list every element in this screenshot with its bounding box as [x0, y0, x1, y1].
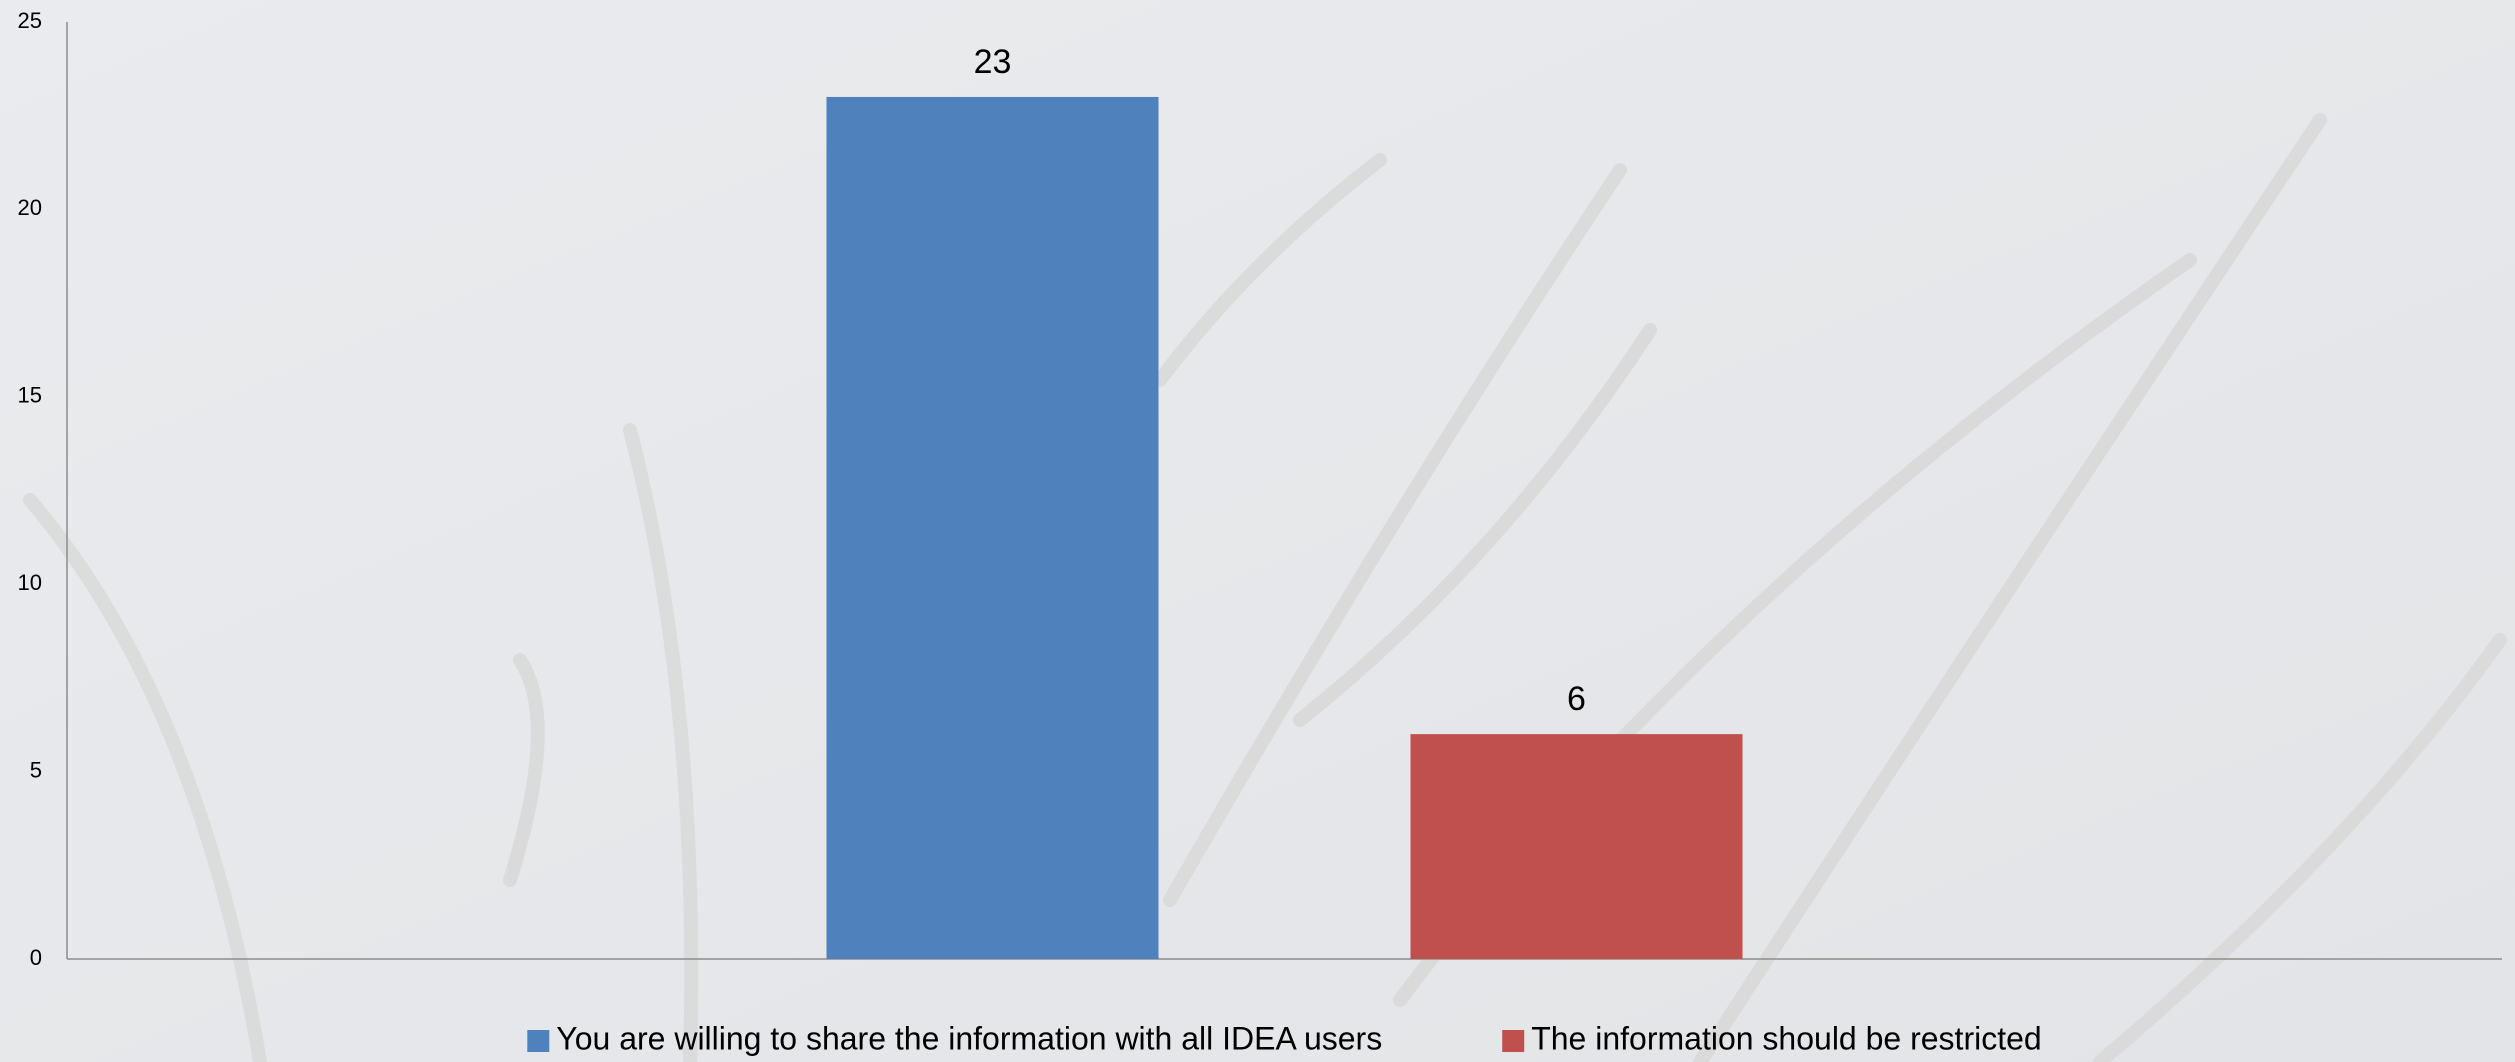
data-label: 6	[1567, 680, 1586, 718]
bar	[1410, 734, 1743, 959]
legend-label: The information should be restricted	[1531, 1020, 2041, 1056]
y-tick-label: 10	[18, 570, 42, 595]
legend-swatch	[527, 1030, 550, 1052]
y-tick-label: 5	[30, 757, 42, 782]
y-tick-label: 15	[18, 383, 42, 408]
y-tick-label: 25	[18, 8, 42, 33]
y-tick-label: 20	[18, 195, 42, 220]
data-label: 23	[974, 43, 1012, 81]
bar	[826, 96, 1159, 959]
y-tick-label: 0	[30, 945, 42, 970]
legend-label: You are willing to share the information…	[556, 1020, 1382, 1056]
legend-swatch	[1502, 1030, 1525, 1052]
